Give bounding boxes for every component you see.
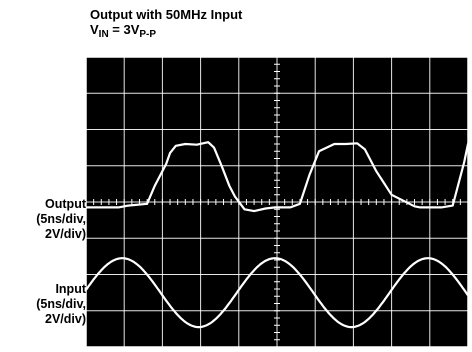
scope-border	[85, 56, 469, 348]
input-label-name: Input	[55, 282, 86, 296]
input-label-scale: 2V/div)	[45, 312, 86, 326]
title-line-1: Output with 50MHz Input	[90, 7, 243, 22]
output-label-scale: 2V/div)	[45, 227, 86, 241]
scope-grid	[85, 56, 469, 348]
output-trace-label: Output (5ns/div, 2V/div)	[36, 197, 86, 242]
output-trace-line	[86, 141, 468, 213]
output-label-name: Output	[45, 197, 86, 211]
title-vin-symbol: V	[90, 22, 99, 37]
output-label-timebase: (5ns/div,	[36, 212, 86, 226]
title-vpp-subscript: P-P	[139, 29, 157, 40]
chart-title: Output with 50MHz Input VIN = 3VP-P	[90, 7, 243, 40]
input-label-timebase: (5ns/div,	[36, 297, 86, 311]
title-line-2: VIN = 3VP-P	[90, 22, 242, 40]
input-trace-line	[86, 257, 468, 329]
scope-traces	[86, 141, 468, 329]
title-vin-value: = 3V	[108, 22, 140, 37]
title-vin-subscript: IN	[98, 29, 109, 40]
input-trace-label: Input (5ns/div, 2V/div)	[36, 282, 86, 327]
